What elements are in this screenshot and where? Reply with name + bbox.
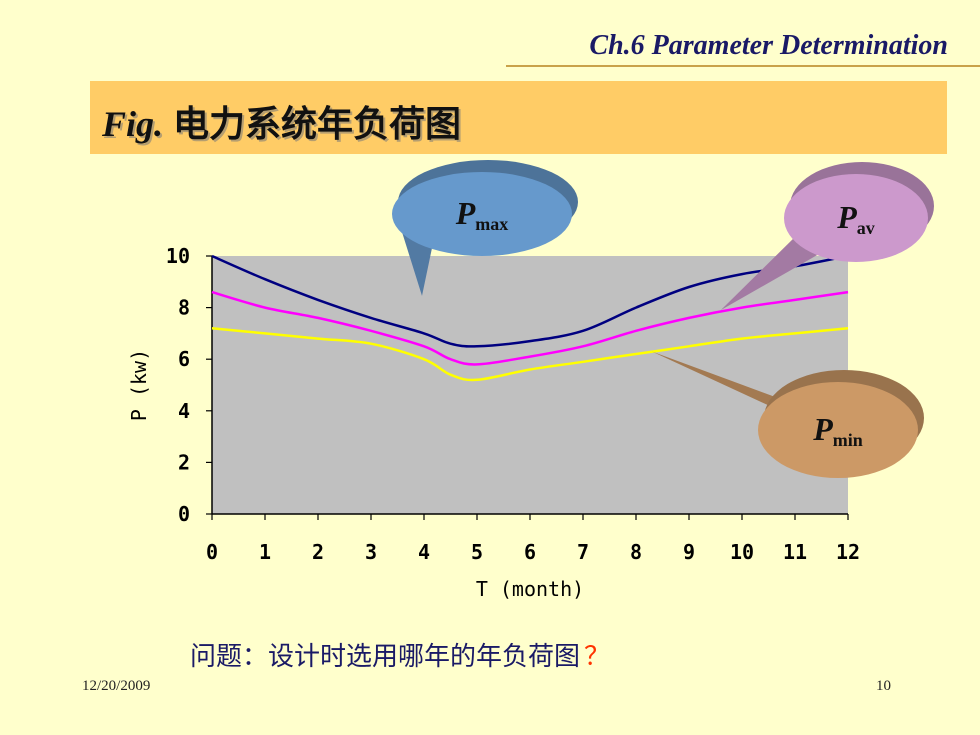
footer-date: 12/20/2009 [82, 678, 151, 694]
x-axis-label: T (month) [476, 577, 584, 601]
title-band: Fig. 电力系统年负荷图 [90, 81, 947, 154]
series-line-pmin [211, 326, 849, 382]
callout-pmax: Pmax [392, 160, 578, 296]
callout-bubble [758, 382, 918, 478]
x-tick-label: 3 [365, 540, 377, 564]
y-tick-label: 10 [166, 244, 190, 268]
y-tick-label: 4 [178, 399, 190, 423]
question-text: 问题：设计时选用哪年的年负荷图？ [190, 636, 610, 673]
callout-label: Pmax [455, 195, 509, 234]
title-chinese: 电力系统年负荷图 [173, 104, 462, 145]
callout-pav: Pav [720, 162, 934, 311]
x-tick-label: 9 [683, 540, 695, 564]
callout-label: Pmin [812, 411, 863, 450]
header-divider [506, 65, 980, 67]
x-tick-label: 4 [418, 540, 430, 564]
y-tick-label: 0 [178, 502, 190, 526]
series-line-pmax [211, 254, 849, 348]
x-tick-label: 12 [836, 540, 860, 564]
callout-layer: Pmax Pav Pmin [392, 160, 934, 478]
y-tick-label: 2 [178, 450, 190, 474]
series-line-pav [211, 290, 849, 366]
callout-bubble [784, 174, 928, 262]
y-tick-label: 8 [178, 296, 190, 320]
page-number: 10 [876, 678, 891, 694]
x-tick-label: 1 [259, 540, 271, 564]
callout-tail [720, 232, 826, 311]
callout-tail [651, 351, 800, 420]
x-tick-label: 6 [524, 540, 536, 564]
x-tick-label: 11 [783, 540, 807, 564]
question-body: 问题：设计时选用哪年的年负荷图 [190, 642, 581, 672]
x-tick-label: 5 [471, 540, 483, 564]
x-tick-label: 7 [577, 540, 589, 564]
callout-tail [402, 232, 432, 296]
callout-label: Pav [836, 199, 875, 238]
x-tick-label: 10 [730, 540, 754, 564]
y-tick-label: 6 [178, 347, 190, 371]
y-axis-label: P (kw) [127, 349, 151, 421]
x-tick-label: 2 [312, 540, 324, 564]
title-fig-label: Fig. [102, 104, 164, 144]
x-tick-label: 0 [206, 540, 218, 564]
x-tick-label: 8 [630, 540, 642, 564]
series-layer [211, 254, 849, 382]
question-mark: ？ [584, 642, 611, 672]
callout-bubble [392, 172, 572, 256]
callout-pmin: Pmin [651, 351, 924, 478]
slide-title: Fig. 电力系统年负荷图 [102, 95, 461, 147]
chapter-title: Ch.6 Parameter Determination [589, 30, 948, 61]
